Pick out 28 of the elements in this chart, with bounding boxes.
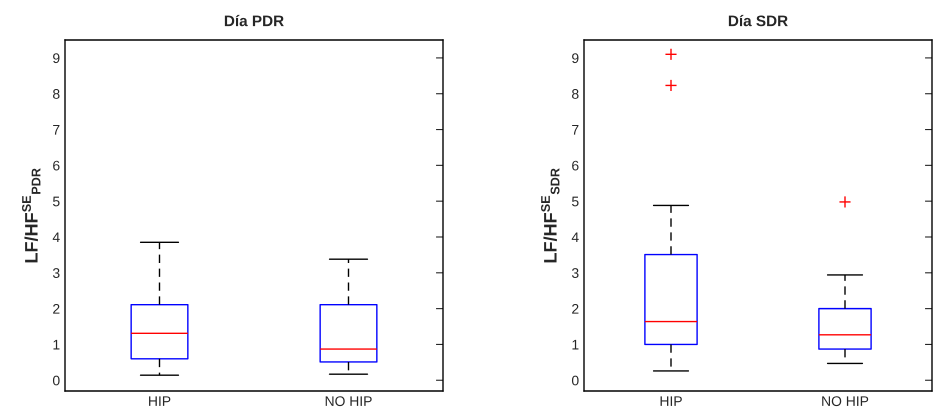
y-tick-label: 1 bbox=[572, 340, 578, 350]
y-tick-label: 5 bbox=[572, 196, 579, 206]
y-axis-title: LF/HF$^{SE}$$_{SDR}$ bbox=[541, 168, 560, 262]
y-tick-label: 2 bbox=[572, 304, 578, 314]
y-tick-label: 8 bbox=[572, 89, 579, 99]
y-axis-title: LF/HF$^{SE}$$_{PDR}$ bbox=[22, 168, 40, 262]
chart-title: Día PDR bbox=[224, 14, 284, 26]
y-tick-label: 5 bbox=[52, 196, 60, 206]
y-tick-label: 2 bbox=[53, 304, 60, 314]
y-tick-label: 7 bbox=[572, 125, 578, 135]
y-tick-label: 9 bbox=[53, 53, 60, 64]
x-tick-label: HIP bbox=[149, 396, 170, 406]
y-tick-label: 3 bbox=[572, 268, 579, 278]
y-tick-label: 4 bbox=[572, 232, 579, 242]
y-tick-label: 0 bbox=[52, 376, 60, 386]
x-tick-label: NO HIP bbox=[822, 396, 868, 406]
y-tick-label: 3 bbox=[52, 268, 60, 278]
y-tick-label: 6 bbox=[53, 160, 60, 171]
y-tick-label: 6 bbox=[572, 160, 579, 171]
y-tick-label: 9 bbox=[572, 53, 578, 64]
x-tick-label: NO HIP bbox=[326, 396, 372, 406]
y-tick-label: 7 bbox=[53, 125, 60, 135]
y-tick-label: 1 bbox=[53, 340, 60, 350]
y-tick-label: 4 bbox=[52, 232, 60, 242]
y-tick-label: 0 bbox=[572, 376, 579, 386]
y-tick-label: 8 bbox=[53, 89, 60, 99]
x-tick-label: HIP bbox=[660, 396, 682, 406]
chart-title: Día SDR bbox=[728, 14, 788, 26]
